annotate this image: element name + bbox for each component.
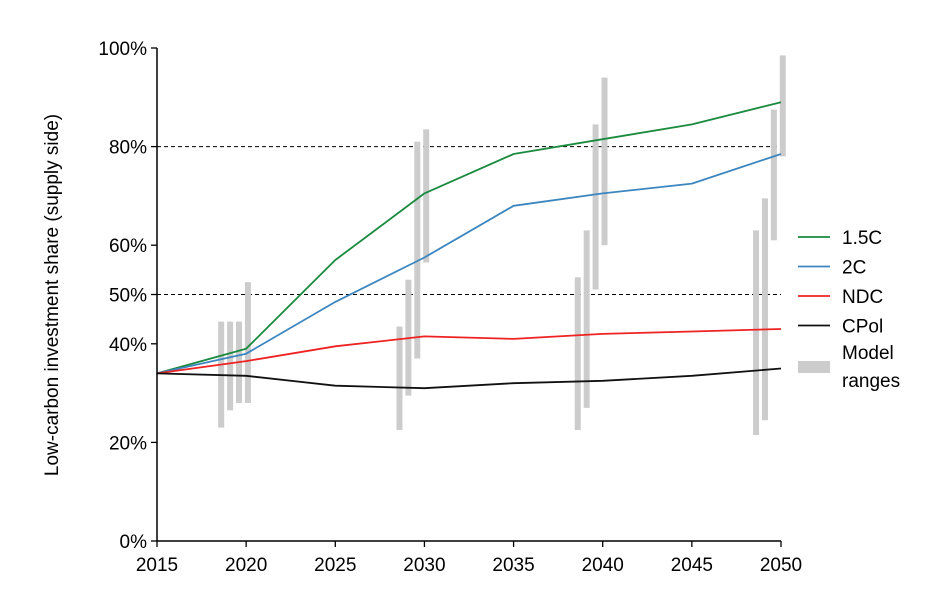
y-tick-label: 50% (109, 286, 147, 307)
legend-swatch-model-ranges (798, 361, 830, 373)
model-range-bar (227, 321, 234, 411)
y-axis-label: Low-carbon investment share (supply side… (42, 114, 63, 476)
y-tick-label: 100% (98, 39, 147, 60)
x-axis-ticks: 2015 2020 2025 2030 2035 2040 2045 2050 (136, 541, 802, 576)
series-line-2c (156, 153, 782, 375)
legend-label: NDC (842, 287, 883, 308)
model-range-bar (574, 277, 581, 431)
y-tick-label: 80% (109, 138, 147, 159)
reference-lines (157, 146, 781, 295)
x-tick-label: 2020 (225, 555, 267, 576)
legend-label: 1.5C (842, 228, 882, 249)
model-range-bar (601, 77, 608, 246)
legend-label-model-ranges: ranges (842, 371, 900, 392)
model-range-bar (396, 326, 403, 431)
x-tick-label: 2040 (582, 555, 624, 576)
y-tick-label: 0% (120, 532, 148, 553)
legend: 1.5C 2C NDC CPol Model ranges (798, 228, 900, 392)
model-range-bar (583, 230, 590, 408)
model-range-bar (244, 282, 251, 403)
y-tick-label: 40% (109, 335, 147, 356)
model-range-bar (592, 124, 599, 290)
model-range-bars (218, 55, 786, 436)
model-range-bar (753, 230, 760, 436)
x-tick-label: 2050 (760, 555, 802, 576)
x-tick-label: 2045 (671, 555, 713, 576)
model-range-bar (761, 198, 768, 421)
x-tick-label: 2035 (492, 555, 534, 576)
series-line-cpol (156, 367, 782, 390)
x-tick-label: 2025 (314, 555, 356, 576)
model-range-bar (770, 109, 777, 241)
legend-label-model-ranges: Model (842, 343, 894, 364)
legend-label: 2C (842, 258, 866, 279)
model-range-bar (414, 141, 421, 359)
y-axis-ticks: 0% 20% 40% 50% 60% 80% 100% (98, 39, 157, 553)
series-line-1-5c (156, 101, 782, 375)
x-tick-label: 2030 (403, 555, 445, 576)
legend-label: CPol (842, 317, 883, 338)
x-tick-label: 2015 (136, 555, 178, 576)
model-range-bar (779, 55, 786, 157)
series-lines (156, 101, 782, 390)
y-tick-label: 20% (109, 433, 147, 454)
series-line-ndc (156, 328, 782, 375)
model-range-bar (423, 129, 430, 263)
y-tick-label: 60% (109, 236, 147, 257)
